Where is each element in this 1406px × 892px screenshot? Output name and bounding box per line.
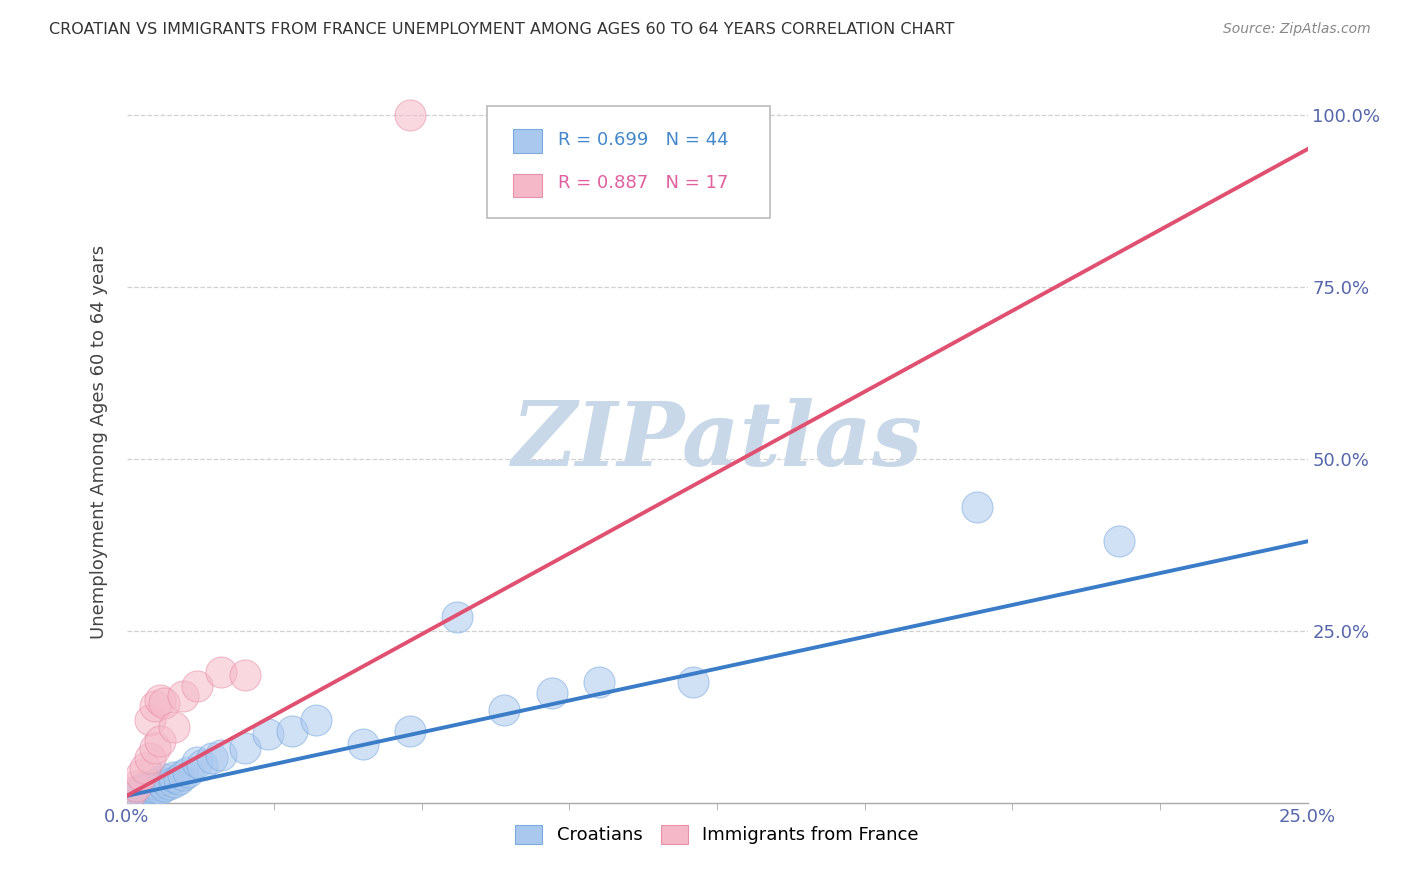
Point — [682, 675, 704, 690]
Point — [157, 776, 180, 790]
Point — [134, 761, 156, 775]
Point — [153, 779, 176, 793]
Point — [163, 720, 186, 734]
Point — [129, 789, 152, 803]
Point — [125, 790, 148, 805]
Point — [143, 776, 166, 790]
Point — [129, 782, 152, 797]
Point — [139, 782, 162, 797]
Point — [153, 772, 176, 786]
Text: Source: ZipAtlas.com: Source: ZipAtlas.com — [1223, 22, 1371, 37]
Point — [143, 783, 166, 797]
Point — [139, 713, 162, 727]
Text: R = 0.887   N = 17: R = 0.887 N = 17 — [558, 174, 728, 192]
Point — [446, 610, 468, 624]
Point — [209, 747, 232, 762]
FancyBboxPatch shape — [486, 105, 770, 218]
Point — [352, 737, 374, 751]
Point — [125, 788, 148, 802]
Point — [120, 792, 142, 806]
Point — [149, 692, 172, 706]
Point — [149, 734, 172, 748]
Point — [186, 755, 208, 769]
Point — [153, 696, 176, 710]
Point — [120, 789, 142, 803]
Point — [191, 758, 214, 772]
FancyBboxPatch shape — [513, 174, 543, 197]
Point — [163, 770, 186, 784]
Text: CROATIAN VS IMMIGRANTS FROM FRANCE UNEMPLOYMENT AMONG AGES 60 TO 64 YEARS CORREL: CROATIAN VS IMMIGRANTS FROM FRANCE UNEMP… — [49, 22, 955, 37]
Point — [209, 665, 232, 679]
Point — [149, 775, 172, 789]
Point — [233, 668, 256, 682]
Point — [399, 108, 422, 122]
Point — [1108, 534, 1130, 549]
Legend: Croatians, Immigrants from France: Croatians, Immigrants from France — [508, 818, 927, 852]
Point — [966, 500, 988, 514]
Point — [186, 679, 208, 693]
Point — [129, 785, 152, 799]
Point — [281, 723, 304, 738]
Point — [134, 780, 156, 795]
Point — [139, 785, 162, 799]
Point — [399, 723, 422, 738]
Text: ZIPatlas: ZIPatlas — [512, 399, 922, 484]
Point — [163, 775, 186, 789]
Point — [494, 703, 516, 717]
Point — [134, 788, 156, 802]
Point — [143, 699, 166, 714]
Point — [172, 689, 194, 703]
Point — [125, 779, 148, 793]
Point — [143, 780, 166, 795]
Point — [200, 751, 222, 765]
Point — [134, 783, 156, 797]
Point — [143, 740, 166, 755]
Point — [304, 713, 326, 727]
Point — [139, 779, 162, 793]
Point — [139, 751, 162, 765]
Y-axis label: Unemployment Among Ages 60 to 64 years: Unemployment Among Ages 60 to 64 years — [90, 244, 108, 639]
Point — [588, 675, 610, 690]
Point — [129, 768, 152, 782]
Point — [257, 727, 280, 741]
Point — [149, 782, 172, 797]
FancyBboxPatch shape — [513, 129, 543, 153]
Point — [120, 785, 142, 799]
Point — [233, 740, 256, 755]
Point — [167, 772, 190, 786]
Point — [125, 785, 148, 799]
Point — [177, 764, 200, 779]
Text: R = 0.699   N = 44: R = 0.699 N = 44 — [558, 131, 728, 149]
Point — [540, 686, 562, 700]
Point — [172, 768, 194, 782]
